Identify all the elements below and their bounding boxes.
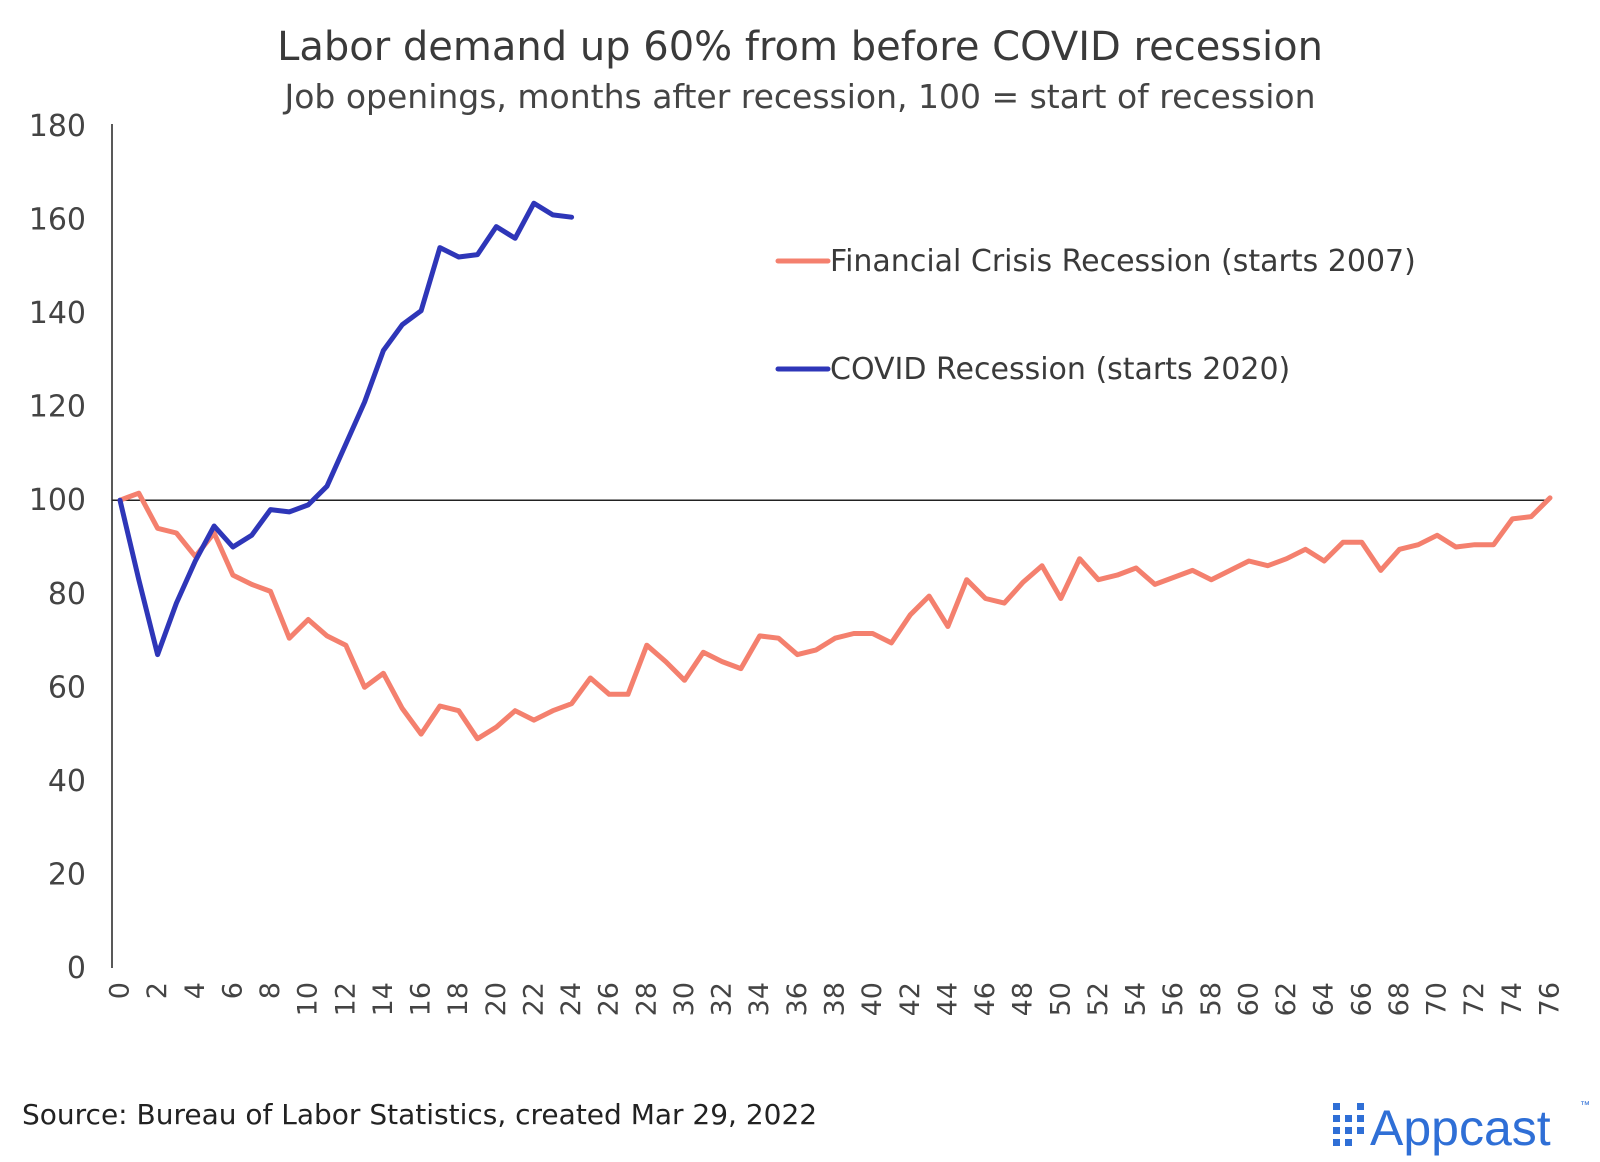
x-tick-label: 60 [1233,982,1264,1016]
series-line-covid [117,200,575,658]
y-tick-label: 60 [48,670,86,705]
chart-title: Labor demand up 60% from before COVID re… [277,24,1323,70]
x-tick-label: 58 [1196,982,1227,1016]
x-tick-label: 24 [556,982,587,1016]
x-tick-label: 46 [970,982,1001,1016]
source-note: Source: Bureau of Labor Statistics, crea… [22,1098,817,1131]
x-tick-label: 72 [1459,982,1490,1016]
x-tick-label: 0 [105,982,136,999]
x-tick-label: 32 [707,982,738,1016]
x-tick-label: 16 [406,982,437,1016]
series-line-financial-crisis [117,490,1553,742]
x-tick-label: 12 [330,982,361,1016]
y-tick-label: 40 [48,764,86,799]
x-tick-label: 62 [1271,982,1302,1016]
x-tick-label: 2 [142,982,173,999]
x-tick-label: 18 [443,982,474,1016]
y-tick-label: 180 [29,109,86,144]
x-tick-label: 36 [782,982,813,1016]
appcast-trademark: ™ [1580,1100,1590,1111]
x-tick-label: 56 [1158,982,1189,1016]
x-tick-label: 74 [1497,982,1528,1016]
y-tick-label: 100 [29,483,86,518]
x-tick-label: 14 [368,982,399,1016]
x-tick-label: 30 [669,982,700,1016]
appcast-wordmark: Appcast [1370,1100,1551,1156]
x-tick-label: 28 [631,982,662,1016]
x-tick-label: 6 [217,982,248,999]
series-layer [117,200,1553,742]
appcast-logo: Appcast ™ [1333,1100,1590,1156]
x-tick-label: 64 [1309,982,1340,1016]
x-tick-label: 48 [1008,982,1039,1016]
x-tick-label: 54 [1121,982,1152,1016]
x-tick-label: 52 [1083,982,1114,1016]
y-tick-label: 0 [67,951,86,986]
x-tick-label: 40 [857,982,888,1016]
legend: Financial Crisis Recession (starts 2007)… [775,244,1416,387]
x-tick-label: 4 [180,982,211,999]
y-tick-label: 120 [29,390,86,425]
legend-label-covid: COVID Recession (starts 2020) [830,352,1290,387]
x-tick-label: 50 [1045,982,1076,1016]
x-tick-label: 68 [1384,982,1415,1016]
x-tick-label: 22 [518,982,549,1016]
y-axis-ticks: 0 20 40 60 80 100 120 140 160 180 [29,109,86,986]
x-axis-ticks: 0 2 4 6 8 10 12 14 16 18 20 22 24 26 28 30 32 34 36 38 40 42 4… [105,982,1566,1016]
y-tick-label: 160 [29,203,86,238]
x-tick-label: 42 [895,982,926,1016]
x-tick-label: 10 [293,982,324,1016]
appcast-dot-grid-icon [1333,1103,1364,1146]
x-tick-label: 76 [1535,982,1566,1016]
x-tick-label: 44 [932,982,963,1016]
x-tick-label: 66 [1346,982,1377,1016]
y-tick-label: 140 [29,296,86,331]
x-tick-label: 34 [744,982,775,1016]
x-tick-label: 70 [1422,982,1453,1016]
legend-label-financial-crisis: Financial Crisis Recession (starts 2007) [830,244,1416,279]
x-tick-label: 20 [481,982,512,1016]
x-tick-label: 26 [594,982,625,1016]
chart-subtitle: Job openings, months after recession, 10… [282,77,1315,116]
x-tick-label: 38 [820,982,851,1016]
y-tick-label: 80 [48,577,86,612]
x-tick-label: 8 [255,982,286,999]
y-tick-label: 20 [48,857,86,892]
